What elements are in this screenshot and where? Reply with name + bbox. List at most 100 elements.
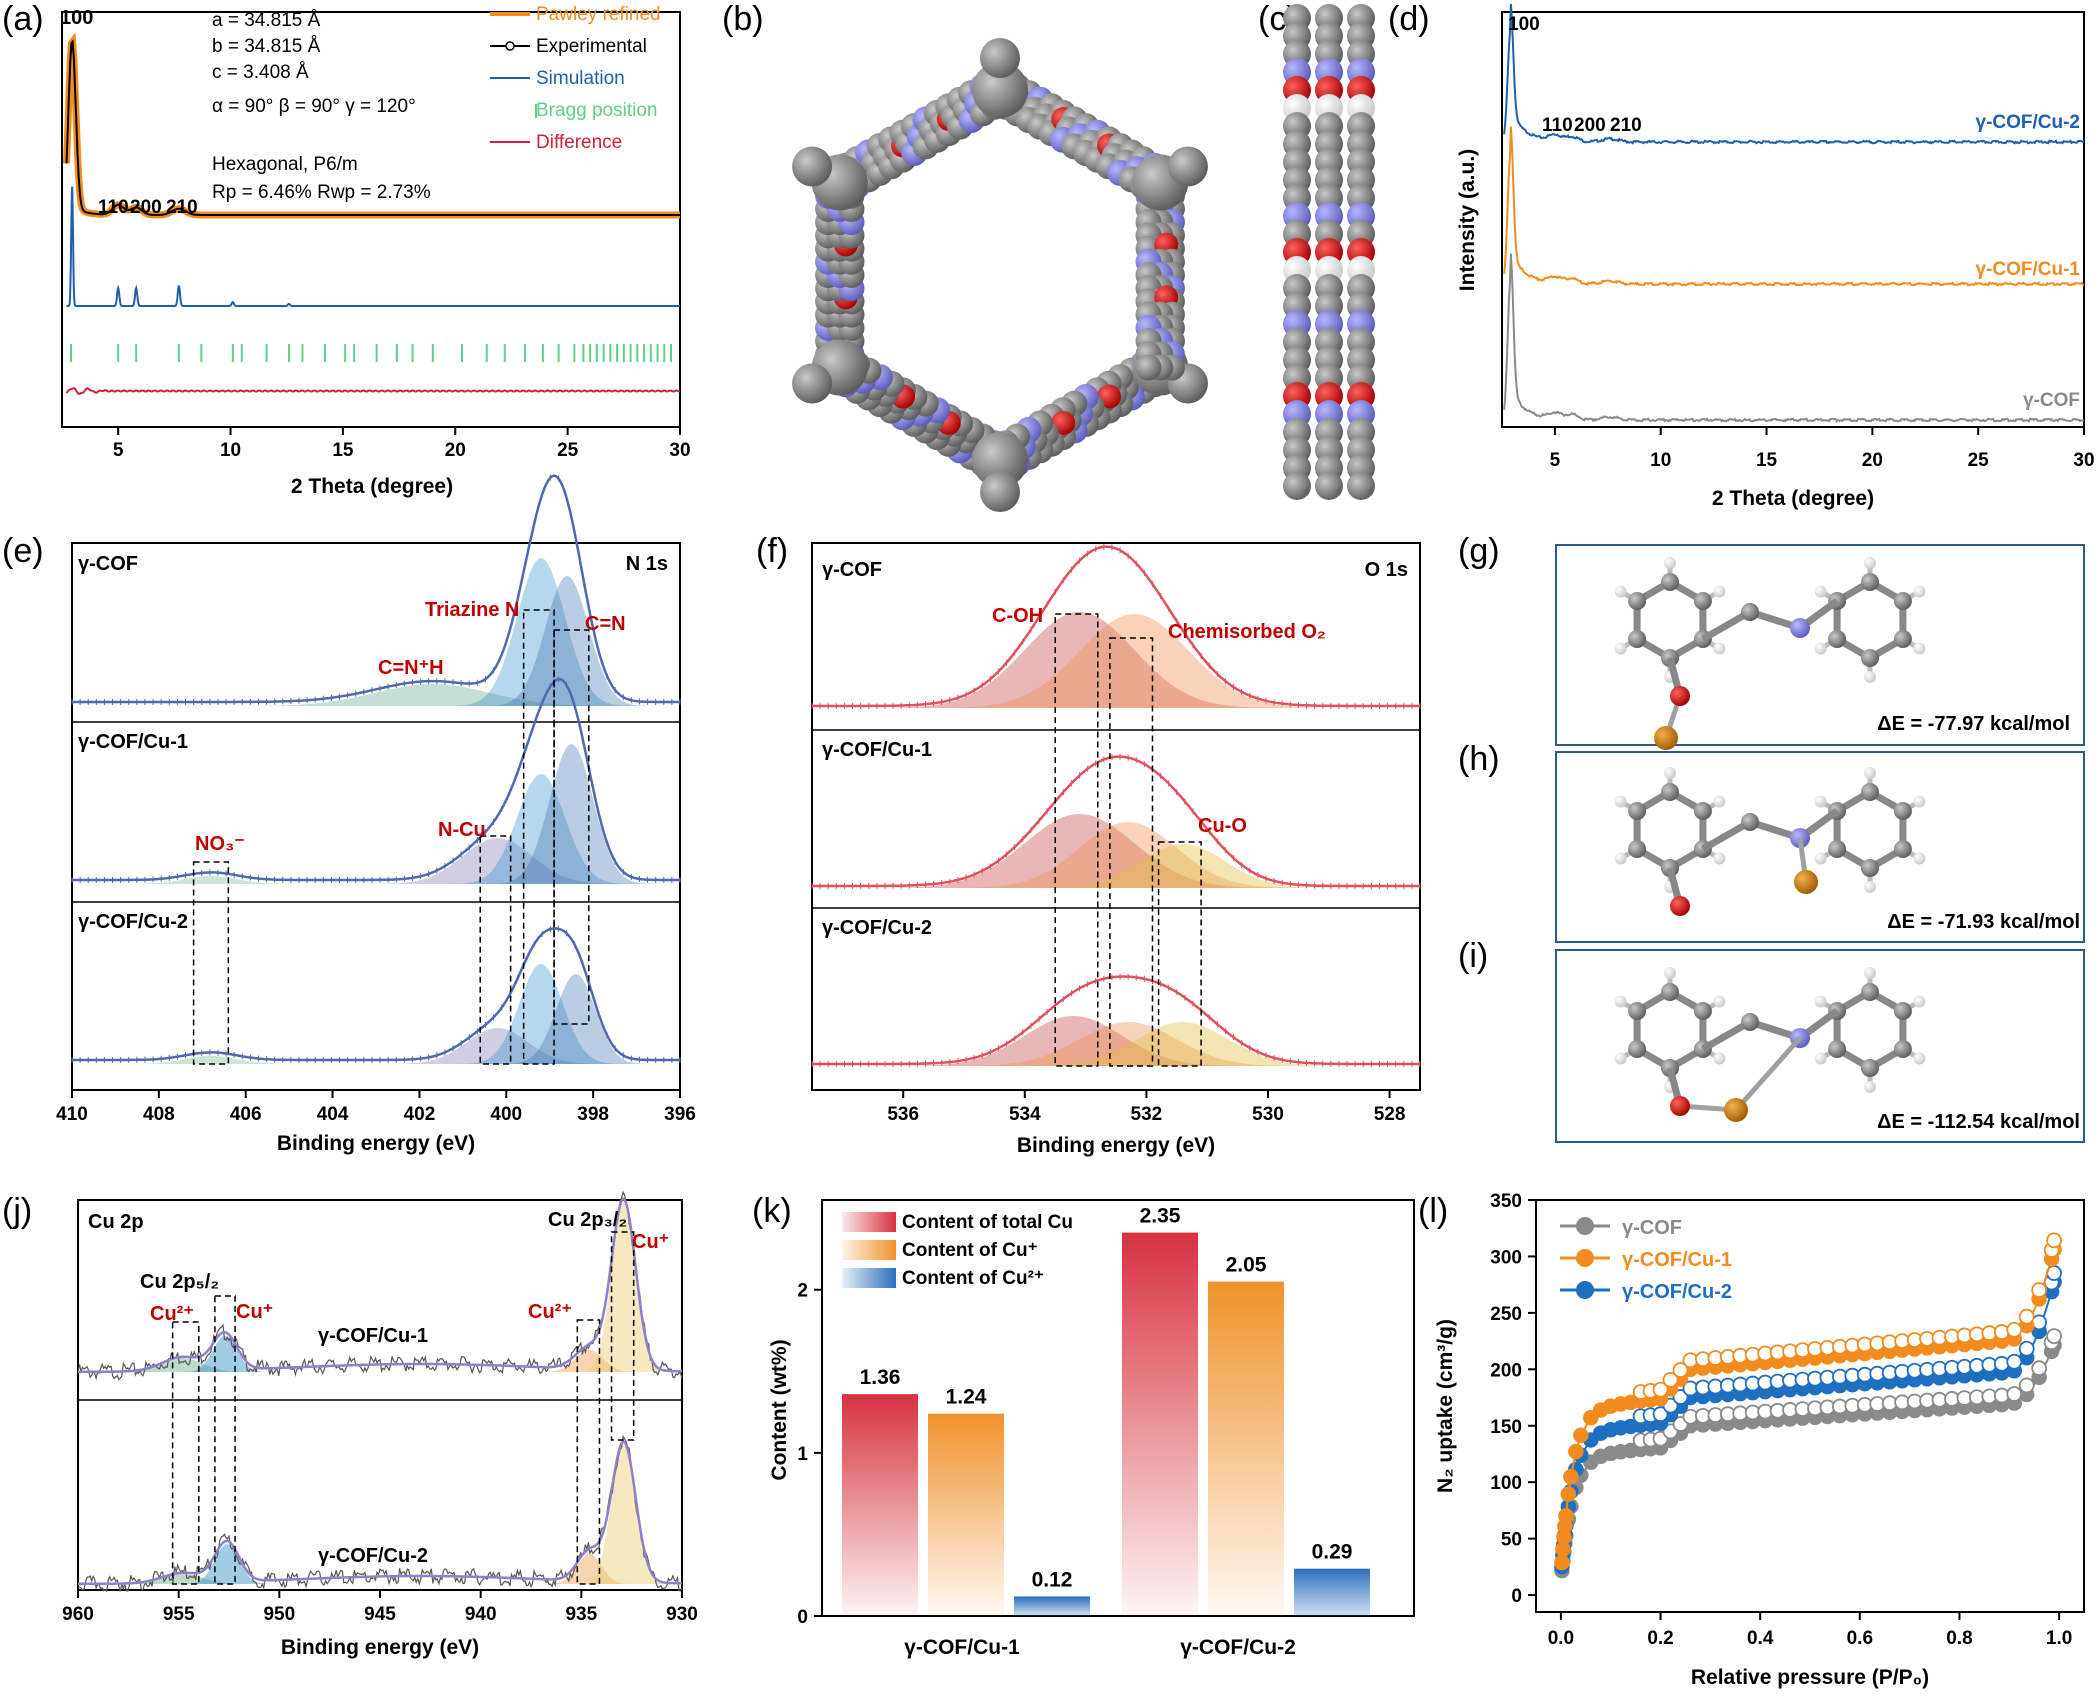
panel-d-peak-100: 100 xyxy=(1508,14,1540,35)
desorption-point xyxy=(2006,1386,2023,1402)
x-tick-label: 930 xyxy=(666,1604,698,1625)
carbon-atom xyxy=(1828,840,1847,858)
envelope-line xyxy=(78,1197,682,1374)
panel-a-cell-angles: α = 90° β = 90° γ = 120° xyxy=(212,96,416,117)
panel-j-ann-2p32: Cu 2p₃/₂ xyxy=(548,1209,627,1231)
panel-k-axes: 0 1 2 γ-COF/Cu-1 γ-COF/Cu-2 xyxy=(797,1281,1295,1659)
x-tick-label: 5 xyxy=(1550,450,1561,471)
bar-value-label: 0.12 xyxy=(1032,1568,1073,1591)
carbon-atom xyxy=(1741,813,1759,831)
panel-g-label: (g) xyxy=(1458,532,1500,570)
dashed-guide xyxy=(1157,841,1202,1067)
carbon-atom xyxy=(1693,592,1712,610)
panel-e-sample-cu2: γ-COF/Cu-2 xyxy=(78,911,188,933)
legend-swatch xyxy=(842,1212,896,1232)
molecule-g xyxy=(1614,557,1926,750)
hydrogen-atom xyxy=(1713,795,1726,808)
panel-f-sample-cu1: γ-COF/Cu-1 xyxy=(822,739,932,761)
adsorption-point xyxy=(1573,1427,1589,1444)
panel-a-legend: Pawley refined Experimental Simulation Brag… xyxy=(490,4,661,153)
panel-a-cell-a: a = 34.815 Å xyxy=(212,10,321,31)
panel-d-frame xyxy=(1501,11,2085,428)
fit-component xyxy=(72,744,680,884)
x-tick-label: 0.2 xyxy=(1647,1628,1673,1649)
legend-marker xyxy=(1576,1217,1594,1235)
panel-j-frame xyxy=(77,1199,683,1591)
fit-component xyxy=(78,1202,682,1372)
hydrogen-atom xyxy=(1713,1052,1726,1065)
x-tick-label: 410 xyxy=(56,1104,88,1125)
x-tick-label: 1.0 xyxy=(2046,1628,2072,1649)
carbon-atom xyxy=(1828,630,1847,648)
panel-d-xlabel: 2 Theta (degree) xyxy=(1712,487,1874,510)
legend-label: γ-COF/Cu-1 xyxy=(1622,1249,1732,1271)
panel-a-peak-210: 210 xyxy=(166,197,198,218)
panel-h-label: (h) xyxy=(1458,740,1500,778)
panel-d-peak-200: 200 xyxy=(1574,115,1606,136)
panel-d-ylabel: Intensity (a.u.) xyxy=(1456,149,1479,291)
carbon-atom xyxy=(1661,783,1679,801)
panel-f: (f) 536 534 532 530 528 Binding energy (eV) … xyxy=(756,532,1421,1157)
panel-j-label: (j) xyxy=(2,1192,32,1230)
panel-b: (b) xyxy=(722,0,1208,512)
x-tick-label: 406 xyxy=(230,1104,262,1125)
oxygen-atom xyxy=(1670,1096,1690,1116)
x-tick-label: 0.8 xyxy=(1946,1628,1972,1649)
x-tick-label: 10 xyxy=(220,440,241,461)
hydrogen-atom xyxy=(1614,995,1627,1008)
hydrogen-atom xyxy=(1614,1052,1627,1065)
bond xyxy=(1734,1036,1802,1112)
bar-value-label: 2.05 xyxy=(1226,1254,1267,1277)
envelope-line xyxy=(812,975,1420,1066)
copper-atom xyxy=(1724,1098,1748,1122)
panel-j-x-axis: 960 955 950 945 940 935 930 xyxy=(62,1590,698,1625)
panel-l-xlabel: Relative pressure (P/P₀) xyxy=(1691,1666,1929,1689)
node-atom xyxy=(972,62,1028,118)
panel-f-frame xyxy=(811,542,1421,1091)
panel-f-plot xyxy=(811,543,1421,1067)
atom xyxy=(1283,472,1311,500)
node-atom xyxy=(980,472,1020,512)
bond xyxy=(1701,818,1752,853)
envelope-line xyxy=(812,545,1420,708)
panel-h-energy: ΔE = -71.93 kcal/mol xyxy=(1887,911,2080,933)
carbon-atom xyxy=(1893,802,1912,820)
hydrogen-atom xyxy=(1814,585,1827,598)
panel-b-label: (b) xyxy=(722,0,764,38)
hydrogen-atom xyxy=(1864,671,1876,683)
x-tick-label: 25 xyxy=(1968,450,1990,471)
xrd-line xyxy=(1503,126,2085,287)
bar xyxy=(1122,1232,1198,1616)
panel-k-label: (k) xyxy=(752,1192,792,1230)
fit-component xyxy=(812,844,1420,888)
desorption-point xyxy=(1672,1389,1689,1405)
panel-f-title: O 1s xyxy=(1365,559,1408,581)
x-tick-label: 530 xyxy=(1252,1104,1284,1125)
panel-e-title: N 1s xyxy=(626,553,668,575)
y-tick-label: 50 xyxy=(1501,1530,1522,1551)
panel-f-ann-coh: C-OH xyxy=(992,605,1043,627)
x-tick-label: 0.6 xyxy=(1847,1628,1873,1649)
legend-label: γ-COF/Cu-2 xyxy=(1622,1281,1732,1303)
hydrogen-atom xyxy=(1864,881,1876,893)
hydrogen-atom xyxy=(1614,795,1627,808)
fit-component xyxy=(72,876,680,884)
x-tick-label: 30 xyxy=(2073,450,2094,471)
y-tick-label: 0 xyxy=(1511,1586,1522,1607)
x-tick-label: 945 xyxy=(364,1604,396,1625)
y-tick-label: 0 xyxy=(797,1607,808,1628)
x-tick-label: 30 xyxy=(669,440,690,461)
fit-component xyxy=(72,1056,680,1064)
xrd-line xyxy=(1503,253,2085,424)
panel-a-peak-110: 110 xyxy=(98,197,129,218)
carbon-atom xyxy=(1861,649,1879,667)
panel-a-r-values: Rp = 6.46% Rwp = 2.73% xyxy=(212,182,431,203)
x-tick-label: 532 xyxy=(1131,1104,1163,1125)
x-tick-label: 0.4 xyxy=(1747,1628,1774,1649)
panel-j-sample-cu2: γ-COF/Cu-2 xyxy=(318,1545,428,1567)
panel-j-xlabel: Binding energy (eV) xyxy=(281,1636,479,1659)
panel-k-frame xyxy=(821,1199,1415,1617)
envelope-line xyxy=(78,1440,682,1586)
desorption-point xyxy=(2046,1328,2063,1345)
